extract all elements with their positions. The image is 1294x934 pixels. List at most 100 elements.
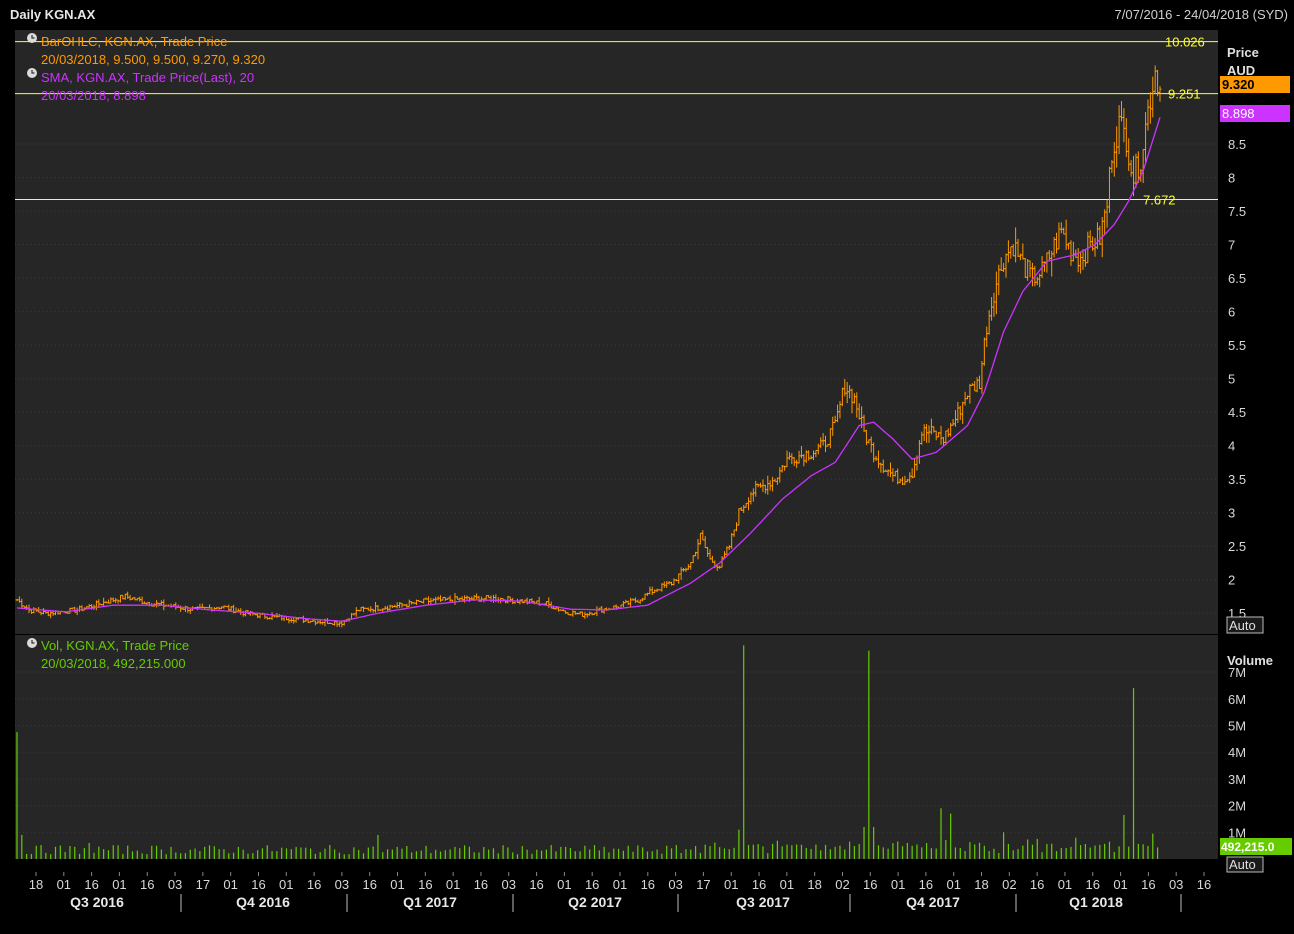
price-axis: 1.522.533.544.555.566.577.588.5 xyxy=(1228,137,1246,621)
x-day-label: 01 xyxy=(613,877,627,892)
price-axis-title: Price xyxy=(1227,45,1259,60)
x-day-label: 16 xyxy=(863,877,877,892)
x-quarter-label: Q1 2017 xyxy=(403,894,457,910)
x-day-label: 01 xyxy=(946,877,960,892)
x-day-label: 01 xyxy=(279,877,293,892)
price-grid xyxy=(15,143,1218,614)
price-tick-label: 2 xyxy=(1228,573,1235,588)
x-day-label: 16 xyxy=(752,877,766,892)
x-day-label: 16 xyxy=(641,877,655,892)
x-quarter-label: Q1 2018 xyxy=(1069,894,1123,910)
last-price-value: 9.320 xyxy=(1222,77,1255,92)
x-axis-area xyxy=(15,872,1218,916)
sma-legend-label: SMA, KGN.AX, Trade Price(Last), 20 xyxy=(41,70,254,85)
x-day-label: 16 xyxy=(919,877,933,892)
x-day-label: 16 xyxy=(307,877,321,892)
x-day-label: 16 xyxy=(474,877,488,892)
x-day-label: 03 xyxy=(168,877,182,892)
price-tick-label: 6 xyxy=(1228,305,1235,320)
x-day-label: 16 xyxy=(1141,877,1155,892)
x-day-label: 01 xyxy=(1058,877,1072,892)
price-tick-label: 4.5 xyxy=(1228,405,1246,420)
x-day-label: 01 xyxy=(446,877,460,892)
x-day-label: 18 xyxy=(807,877,821,892)
x-day-label: 16 xyxy=(84,877,98,892)
volume-auto-label: Auto xyxy=(1229,857,1256,872)
x-axis-quarters: Q3 2016 Q4 2016 Q1 2017 Q2 2017 Q3 2017 Q4 20… xyxy=(70,894,1182,912)
x-day-label: 01 xyxy=(891,877,905,892)
price-legend: BarOHLC, KGN.AX, Trade Price 20/03/2018,… xyxy=(27,33,265,103)
volume-tick-label: 6M xyxy=(1228,692,1246,707)
price-auto-label: Auto xyxy=(1229,618,1256,633)
volume-tick-label: 4M xyxy=(1228,745,1246,760)
volume-tick-label: 7M xyxy=(1228,665,1246,680)
volume-grid xyxy=(15,671,1218,833)
horizontal-line-label: 9.251 xyxy=(1168,87,1201,102)
chart-title: Daily KGN.AX xyxy=(10,7,96,22)
x-day-label: 01 xyxy=(57,877,71,892)
last-volume-value: 492,215.0 xyxy=(1221,840,1275,854)
x-day-label: 03 xyxy=(502,877,516,892)
price-tick-label: 5 xyxy=(1228,372,1235,387)
x-day-label: 18 xyxy=(974,877,988,892)
price-auto-button[interactable] xyxy=(1226,616,1264,634)
price-tick-label: 3.5 xyxy=(1228,472,1246,487)
volume-axis: 1M 2M 3M 4M 5M 6M 7M xyxy=(1228,665,1246,840)
x-day-label: 01 xyxy=(112,877,126,892)
volume-series xyxy=(16,645,1159,859)
x-day-label: 16 xyxy=(1030,877,1044,892)
x-day-label: 16 xyxy=(1086,877,1100,892)
x-quarter-label: Q3 2016 xyxy=(70,894,124,910)
x-day-label: 01 xyxy=(557,877,571,892)
price-tick-label: 7 xyxy=(1228,238,1235,253)
price-tick-label: 8.5 xyxy=(1228,137,1246,152)
x-day-label: 17 xyxy=(696,877,710,892)
x-quarter-label: Q3 2017 xyxy=(736,894,790,910)
horizontal-line-label: 10.026 xyxy=(1165,35,1205,50)
price-tick-label: 8 xyxy=(1228,170,1235,185)
ohlc-series xyxy=(15,65,1162,628)
volume-axis-title: Volume xyxy=(1227,653,1273,668)
volume-legend: Vol, KGN.AX, Trade Price 20/03/2018, 492… xyxy=(27,638,189,671)
x-axis-days: 18 01 16 01 16 03 17 01 16 01 16 03 16 01 16 01 16 03 16 01… xyxy=(29,872,1211,892)
date-range: 7/07/2016 - 24/04/2018 (SYD) xyxy=(1115,7,1288,22)
ohlc-legend-label: BarOHLC, KGN.AX, Trade Price xyxy=(41,34,227,49)
x-quarter-label: Q4 2017 xyxy=(906,894,960,910)
last-price-badge xyxy=(1220,76,1290,93)
price-tick-label: 6.5 xyxy=(1228,271,1246,286)
volume-tick-label: 5M xyxy=(1228,718,1246,733)
x-day-label: 16 xyxy=(251,877,265,892)
x-day-label: 01 xyxy=(780,877,794,892)
ohlc-legend-values: 20/03/2018, 9.500, 9.500, 9.270, 9.320 xyxy=(41,52,265,67)
horizontal-lines xyxy=(15,41,1218,200)
last-volume-badge xyxy=(1220,838,1292,855)
x-day-label: 03 xyxy=(335,877,349,892)
horizontal-line-labels: 10.026 9.251 7.672 xyxy=(1143,35,1205,208)
volume-panel xyxy=(15,635,1218,859)
x-day-label: 16 xyxy=(529,877,543,892)
volume-auto-button[interactable] xyxy=(1226,856,1264,873)
x-day-label: 01 xyxy=(724,877,738,892)
x-day-label: 16 xyxy=(140,877,154,892)
x-day-label: 16 xyxy=(418,877,432,892)
x-day-label: 17 xyxy=(196,877,210,892)
price-tick-label: 7.5 xyxy=(1228,204,1246,219)
price-tick-label: 2.5 xyxy=(1228,539,1246,554)
x-day-label: 03 xyxy=(1169,877,1183,892)
x-day-label: 16 xyxy=(362,877,376,892)
x-day-label: 02 xyxy=(1002,877,1016,892)
volume-legend-label: Vol, KGN.AX, Trade Price xyxy=(41,638,189,653)
volume-tick-label: 3M xyxy=(1228,772,1246,787)
volume-tick-label: 1M xyxy=(1228,825,1246,840)
horizontal-line-label: 7.672 xyxy=(1143,192,1176,207)
price-tick-label: 4 xyxy=(1228,439,1235,454)
sma-line xyxy=(16,117,1161,622)
ohlc-bar xyxy=(1158,86,1162,102)
volume-tick-label: 2M xyxy=(1228,799,1246,814)
price-tick-label: 5.5 xyxy=(1228,338,1246,353)
x-day-label: 01 xyxy=(390,877,404,892)
last-sma-value: 8.898 xyxy=(1222,106,1255,121)
last-sma-badge xyxy=(1220,105,1290,122)
x-quarter-label: Q4 2016 xyxy=(236,894,290,910)
